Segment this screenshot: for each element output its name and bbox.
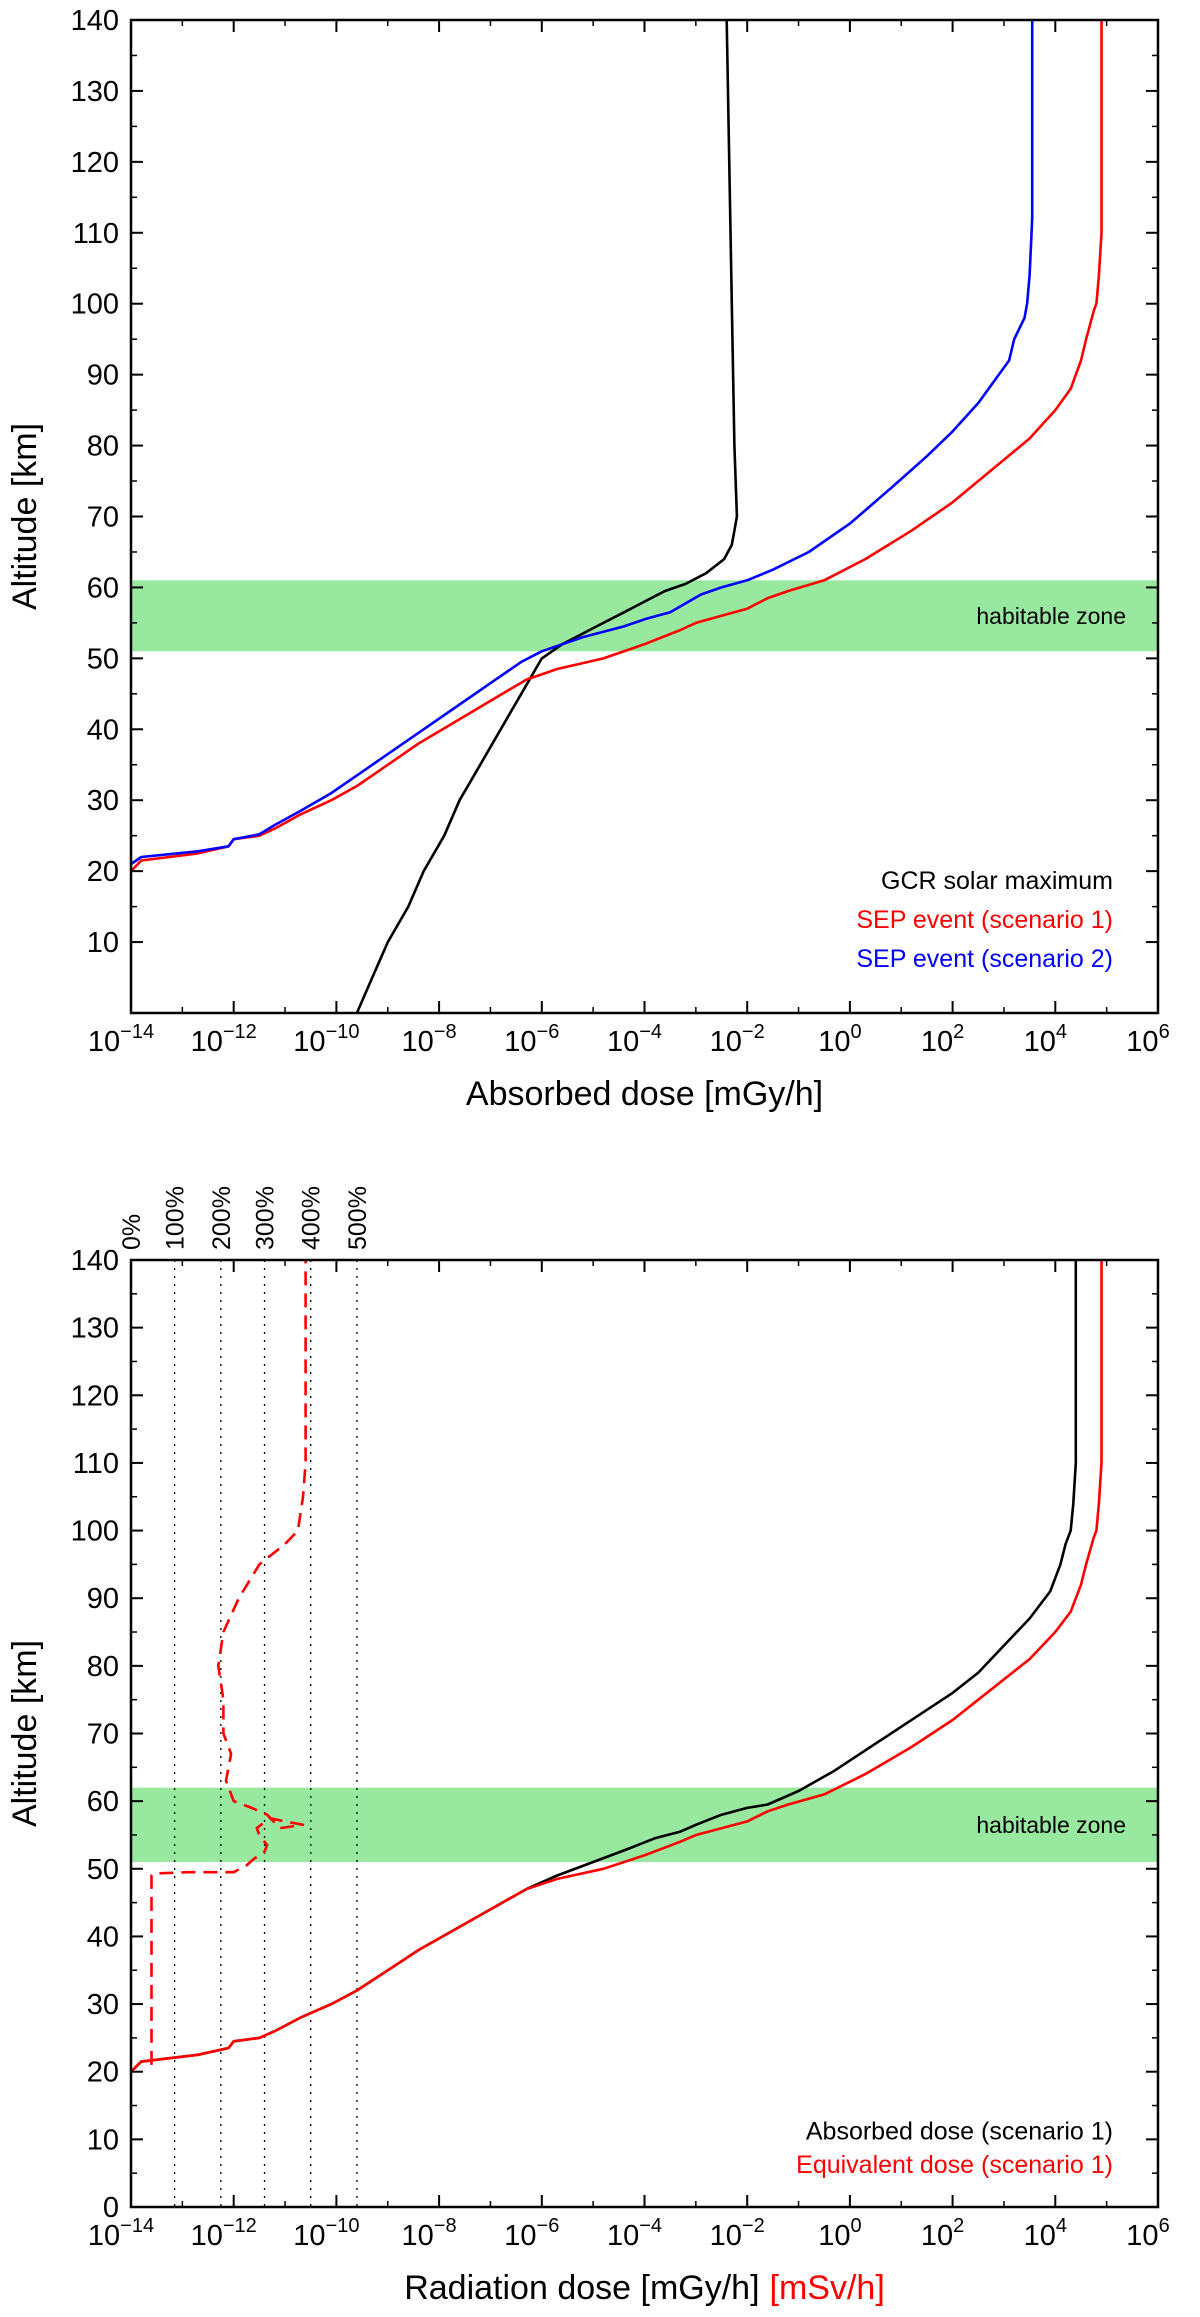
y-tick-label: 100 xyxy=(71,1516,119,1548)
x-axis-label: Absorbed dose [mGy/h] xyxy=(466,1075,823,1113)
x-tick-label: 100 xyxy=(818,2215,861,2252)
x-tick-label: 10−10 xyxy=(293,2215,359,2252)
x-tick-label: 106 xyxy=(1126,1021,1169,1058)
y-axis-ticks: 10 20 30 40 50 60 70 80 90 100 110 120 130 140 xyxy=(71,5,1158,959)
top-axis-percent-label: 300% xyxy=(252,1186,280,1250)
series-line-absorbed-dose-scenario-1 xyxy=(130,1260,1078,2073)
legend-sep-scenario-2: SEP event (scenario 2) xyxy=(856,945,1113,973)
y-tick-label: 140 xyxy=(71,5,119,37)
y-tick-label: 70 xyxy=(87,502,119,534)
x-tick-label: 102 xyxy=(921,1021,964,1058)
x-tick-label: 104 xyxy=(1024,1021,1067,1058)
y-tick-label: 0 xyxy=(103,2192,119,2224)
y-tick-label: 110 xyxy=(73,1448,119,1480)
x-axis-label: Radiation dose [mGy/h] [mSv/h] xyxy=(404,2269,885,2307)
y-tick-label: 130 xyxy=(71,76,119,108)
x-tick-label: 10−6 xyxy=(504,1021,559,1058)
plot-frame xyxy=(129,18,1160,1015)
y-tick-label: 50 xyxy=(87,1854,119,1886)
y-tick-label: 20 xyxy=(87,2057,119,2089)
y-tick-label: 90 xyxy=(87,1583,119,1615)
top-axis-percent-label: 200% xyxy=(208,1186,236,1250)
x-axis-label-main: Radiation dose [mGy/h] xyxy=(404,2269,759,2307)
y-tick-label: 140 xyxy=(71,1245,119,1277)
x-tick-label: 10−8 xyxy=(402,2215,457,2252)
y-tick-label: 120 xyxy=(71,147,119,179)
x-tick-label: 10−4 xyxy=(607,1021,662,1058)
x-tick-label: 10−14 xyxy=(88,1021,154,1058)
y-tick-label: 130 xyxy=(71,1313,119,1345)
y-tick-label: 80 xyxy=(87,431,119,463)
x-tick-label: 10−14 xyxy=(88,2215,154,2252)
legend: Absorbed dose (scenario 1) Equivalent do… xyxy=(796,2117,1113,2179)
habitable-zone-band xyxy=(131,580,1158,652)
y-tick-label: 10 xyxy=(87,927,119,959)
y-tick-label: 30 xyxy=(87,1989,119,2021)
series-line-sep-event-scenario-1 xyxy=(130,20,1103,873)
top-axis-percent-label: 100% xyxy=(162,1186,190,1250)
habitable-zone-label: habitable zone xyxy=(976,1812,1126,1838)
x-tick-label: 10−6 xyxy=(504,2215,559,2252)
x-tick-label: 10−12 xyxy=(191,2215,257,2252)
series-line-equivalent-absorbed-ratio xyxy=(150,1260,307,2065)
y-axis-label: Altitude [km] xyxy=(6,1640,44,1827)
y-tick-label: 40 xyxy=(87,714,119,746)
x-tick-label: 10−12 xyxy=(191,1021,257,1058)
series-line-gcr-solar-maximum xyxy=(355,19,739,1014)
y-axis-ticks: 0 10 20 30 40 50 60 70 80 90 100 110 120 130 140 xyxy=(71,1245,1158,2224)
series-line-sep-event-scenario-2 xyxy=(130,20,1034,866)
y-tick-label: 30 xyxy=(87,785,119,817)
y-tick-label: 100 xyxy=(71,289,119,321)
y-tick-label: 20 xyxy=(87,856,119,888)
top-axis-percent-label: 500% xyxy=(344,1186,372,1250)
y-tick-label: 10 xyxy=(87,2124,119,2156)
x-tick-label: 10−2 xyxy=(710,2215,765,2252)
x-tick-label: 10−10 xyxy=(293,1021,359,1058)
y-tick-label: 50 xyxy=(87,643,119,675)
legend-absorbed-dose: Absorbed dose (scenario 1) xyxy=(806,2117,1113,2145)
plot-frame xyxy=(129,1258,1160,2209)
legend: GCR solar maximum SEP event (scenario 1)… xyxy=(856,867,1113,973)
y-tick-label: 70 xyxy=(87,1719,119,1751)
y-tick-label: 120 xyxy=(71,1380,119,1412)
x-tick-label: 102 xyxy=(921,2215,964,2252)
x-tick-label: 10−8 xyxy=(402,1021,457,1058)
top-chart-panel: 10−14 10−12 10−10 10−8 10−6 10−4 10−2 100 102 104… xyxy=(6,5,1170,1113)
y-tick-label: 90 xyxy=(87,360,119,392)
top-axis-percent-label: 400% xyxy=(298,1186,326,1250)
habitable-zone-label: habitable zone xyxy=(976,603,1126,629)
series-lines xyxy=(130,1260,1103,2073)
y-tick-label: 60 xyxy=(87,572,119,604)
legend-sep-scenario-1: SEP event (scenario 1) xyxy=(856,906,1113,934)
top-axis-percent-label: 0% xyxy=(118,1214,146,1250)
y-tick-label: 110 xyxy=(73,218,119,250)
legend-gcr-solar-maximum: GCR solar maximum xyxy=(881,867,1113,895)
series-line-equivalent-dose-scenario-1 xyxy=(130,1260,1103,2073)
x-tick-label: 10−2 xyxy=(710,1021,765,1058)
series-lines xyxy=(130,19,1103,1014)
x-tick-label: 100 xyxy=(818,1021,861,1058)
y-tick-label: 40 xyxy=(87,1921,119,1953)
x-tick-label: 106 xyxy=(1126,2215,1169,2252)
x-axis-ticks: 10−14 10−12 10−10 10−8 10−6 10−4 10−2 100 102 104… xyxy=(88,20,1170,1058)
top-percent-axis: 0% 100% 200% 300% 400% 500% xyxy=(118,1186,372,1250)
percent-reference-lines xyxy=(173,1260,358,2207)
bottom-chart-panel: 10−14 10−12 10−10 10−8 10−6 10−4 10−2 100 102 104… xyxy=(6,1186,1170,2307)
x-tick-label: 10−4 xyxy=(607,2215,662,2252)
y-axis-label: Altitude [km] xyxy=(6,423,44,610)
x-axis-label-unit-msv: [mSv/h] xyxy=(770,2269,885,2307)
x-axis-ticks: 10−14 10−12 10−10 10−8 10−6 10−4 10−2 100 102 104… xyxy=(88,1260,1170,2252)
y-tick-label: 60 xyxy=(87,1786,119,1818)
x-tick-label: 104 xyxy=(1024,2215,1067,2252)
legend-equivalent-dose: Equivalent dose (scenario 1) xyxy=(796,2151,1113,2179)
y-tick-label: 80 xyxy=(87,1651,119,1683)
